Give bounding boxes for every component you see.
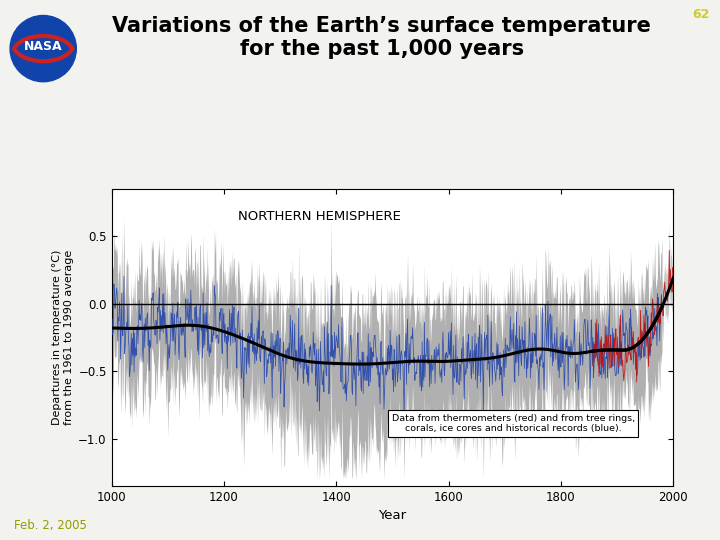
Text: 62: 62 [692,8,709,21]
Y-axis label: Departures in temperature (°C)
from the 1961 to 1990 average: Departures in temperature (°C) from the … [53,250,74,425]
Text: NORTHERN HEMISPHERE: NORTHERN HEMISPHERE [238,210,401,223]
Text: NASA: NASA [24,40,63,53]
Text: Feb. 2, 2005: Feb. 2, 2005 [14,519,87,532]
X-axis label: Year: Year [378,509,407,522]
Circle shape [10,16,76,82]
Text: Data from thermometers (red) and from tree rings,
corals, ice cores and historic: Data from thermometers (red) and from tr… [392,414,635,433]
Text: Variations of the Earth’s surface temperature
for the past 1,000 years: Variations of the Earth’s surface temper… [112,16,651,59]
